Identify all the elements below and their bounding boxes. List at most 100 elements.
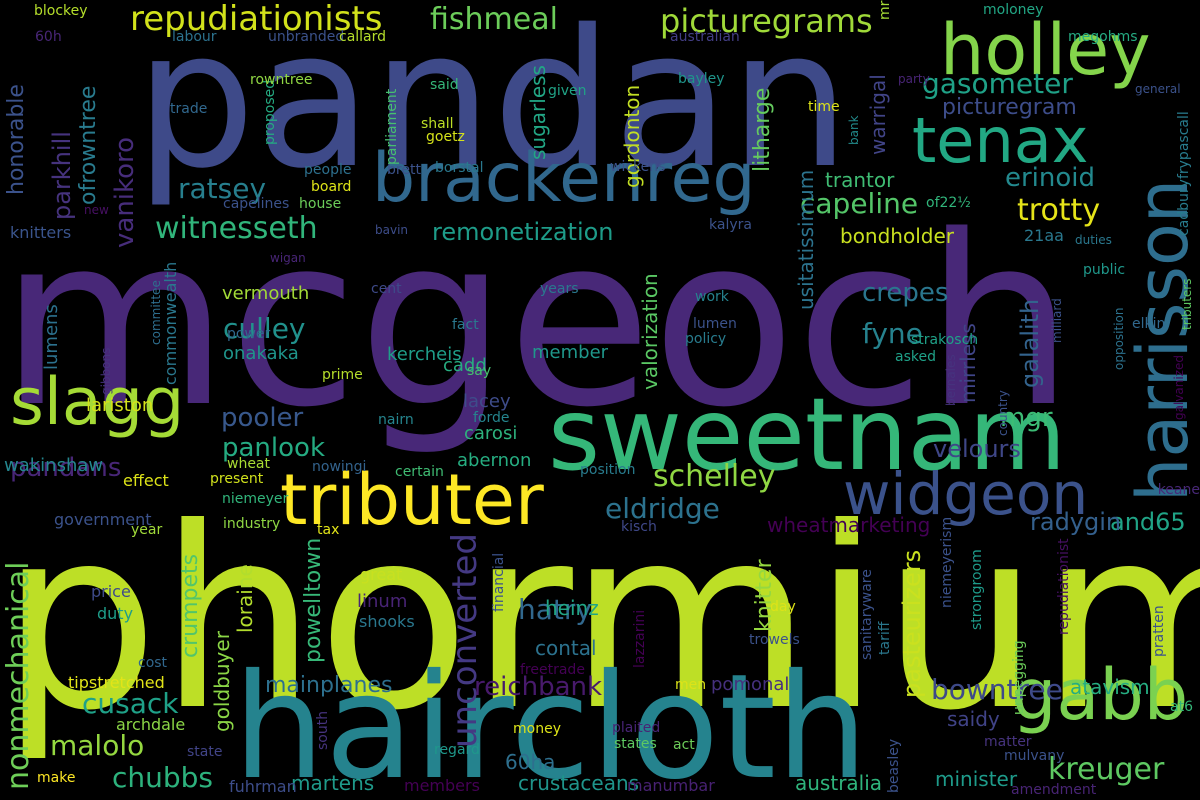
cloud-word: wigan [270, 251, 306, 265]
cloud-word: culley [223, 312, 306, 345]
cloud-word: present [210, 471, 264, 487]
cloud-word: member [532, 342, 609, 363]
cloud-word: 60ha [505, 750, 556, 774]
cloud-word: cent [371, 281, 402, 297]
cloud-word: vermouth [222, 283, 310, 304]
cloud-word: reichbank [474, 672, 603, 702]
cloud-word: knitter [752, 559, 777, 632]
cloud-word: picturegram [942, 95, 1077, 120]
cloud-word: warrigal [866, 74, 890, 155]
cloud-word: fishmeal [430, 2, 558, 37]
cloud-word: labour [172, 29, 217, 45]
cloud-word: minister [935, 767, 1018, 791]
cloud-word: megohms [1068, 29, 1138, 45]
cloud-word: gabb [1012, 654, 1189, 736]
cloud-word: at6 [1170, 699, 1193, 715]
cloud-word: bondholder [840, 224, 954, 248]
cloud-word: financial [491, 552, 507, 612]
cloud-word: kisch [621, 519, 657, 535]
cloud-word: australia [795, 771, 883, 795]
cloud-word: repudiationist [1056, 538, 1072, 635]
cloud-word: crustaceans [518, 771, 640, 795]
cloud-word: radygin [1030, 508, 1122, 536]
cloud-word: men [675, 677, 707, 693]
cloud-word: 60h [35, 29, 62, 45]
cloud-word: crepes [862, 278, 949, 308]
cloud-word: martens [291, 771, 375, 795]
cloud-word: linum [357, 591, 408, 612]
cloud-word: phormium [0, 474, 1200, 765]
cloud-word: chubbs [112, 761, 214, 794]
cloud-word: shooks [359, 612, 415, 631]
cloud-word: vanikoro [110, 136, 140, 248]
cloud-word: blockey [34, 3, 88, 19]
cloud-word: keane [1157, 482, 1200, 498]
cloud-word: strongroom [969, 549, 985, 630]
cloud-word: years [540, 281, 579, 297]
cloud-word: make [37, 770, 76, 786]
cloud-word: trowels [749, 632, 800, 648]
cloud-word: mulvany [1004, 748, 1065, 764]
cloud-word: parliament [384, 88, 400, 165]
cloud-word: hatry [518, 593, 592, 626]
cloud-word: goetz [426, 129, 465, 145]
cloud-word: regard [434, 742, 480, 758]
cloud-word: power [227, 326, 271, 342]
cloud-word: tenax [912, 104, 1089, 177]
cloud-word: certain [395, 464, 444, 480]
cloud-word: milliard [1050, 298, 1064, 343]
cloud-word: loraine [233, 564, 257, 633]
cloud-word: powelltown [301, 537, 326, 663]
cloud-word: unconverted [445, 533, 485, 748]
cloud-word: kreuger [1048, 752, 1165, 787]
cloud-word: abernon [457, 450, 532, 471]
cloud-word: party [898, 72, 930, 86]
cloud-word: pandan [135, 0, 850, 210]
cloud-word: commonwealth [161, 261, 180, 385]
cloud-word: bavin [375, 223, 409, 237]
cloud-word: elkin [1132, 316, 1166, 332]
cloud-word: sanitaryware [859, 569, 875, 660]
cloud-word: repudiationists [130, 0, 383, 39]
cloud-word: saidy [947, 707, 1000, 731]
cloud-word: witnesseth [155, 211, 318, 246]
cloud-word: effect [123, 471, 169, 490]
cloud-word: freetrade [520, 662, 585, 678]
cloud-word: trotty [1017, 193, 1101, 228]
cloud-word: heinz [545, 596, 599, 620]
cloud-word: holley [940, 9, 1151, 91]
cloud-word: eldridge [605, 492, 720, 525]
cloud-word: velours [933, 435, 1021, 463]
cloud-word: pandans [10, 453, 122, 483]
cloud-word: year [131, 522, 163, 538]
cloud-word: prime [322, 367, 363, 383]
cloud-word: beasley [886, 738, 902, 793]
cloud-word: cusack [82, 687, 179, 720]
cloud-word: ofrowntree [76, 85, 101, 205]
cloud-word: mcgeoch [0, 186, 1074, 459]
cloud-word: government [54, 510, 152, 529]
cloud-word: remonetization [432, 218, 614, 246]
cloud-word: sweetnam [548, 376, 1067, 493]
cloud-word: act [673, 737, 695, 753]
cloud-word: gibbons [99, 347, 113, 395]
cloud-word: pratten [1151, 605, 1167, 657]
cloud-word: tributers [1180, 278, 1194, 330]
cloud-word: niemeyerism [939, 516, 955, 608]
cloud-word: mr [877, 0, 893, 20]
cloud-word: nonmechanical [1, 561, 36, 790]
cloud-word: lumens [41, 304, 62, 370]
cloud-word: lariston [86, 395, 154, 416]
cloud-word: duty [97, 604, 134, 623]
cloud-word: duties [1075, 233, 1112, 247]
cloud-word: niemeyer [222, 491, 289, 507]
cloud-word: galalith [1016, 298, 1044, 388]
cloud-word: tributer [280, 459, 544, 541]
cloud-word: great [360, 565, 403, 584]
cloud-word: mgr [1000, 403, 1053, 433]
cloud-word: and65 [1110, 508, 1186, 536]
cloud-word: unpegging [1011, 640, 1027, 715]
cloud-word: house [299, 196, 342, 212]
cloud-word: forde [473, 410, 510, 426]
